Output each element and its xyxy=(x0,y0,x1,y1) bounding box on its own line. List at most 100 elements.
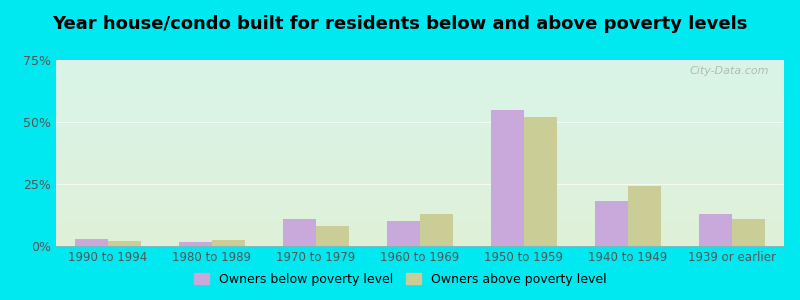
Bar xyxy=(56,111,784,112)
Bar xyxy=(56,183,784,184)
Bar xyxy=(212,240,246,246)
Bar xyxy=(56,152,784,153)
Bar xyxy=(56,192,784,193)
Bar xyxy=(56,119,784,120)
Bar xyxy=(56,216,784,217)
Bar xyxy=(56,71,784,72)
Bar xyxy=(56,155,784,156)
Bar xyxy=(56,205,784,206)
Bar xyxy=(56,173,784,174)
Bar xyxy=(56,235,784,236)
Bar xyxy=(56,144,784,145)
Bar xyxy=(56,185,784,186)
Bar xyxy=(56,66,784,67)
Bar xyxy=(56,106,784,107)
Bar xyxy=(56,135,784,136)
Bar xyxy=(56,129,784,130)
Bar xyxy=(56,188,784,189)
Bar xyxy=(56,116,784,117)
Bar xyxy=(56,145,784,146)
Bar xyxy=(56,239,784,240)
Bar xyxy=(56,90,784,91)
Bar xyxy=(56,203,784,204)
Bar xyxy=(56,74,784,75)
Bar xyxy=(74,238,108,246)
Bar xyxy=(56,210,784,211)
Bar xyxy=(282,219,316,246)
Bar xyxy=(56,93,784,94)
Bar xyxy=(56,232,784,233)
Bar xyxy=(56,113,784,114)
Bar xyxy=(56,121,784,122)
Bar xyxy=(56,68,784,69)
Bar xyxy=(56,124,784,125)
Bar xyxy=(56,140,784,141)
Bar xyxy=(56,233,784,234)
Bar xyxy=(56,172,784,173)
Bar xyxy=(56,196,784,197)
Bar xyxy=(56,223,784,224)
Bar xyxy=(56,149,784,150)
Bar xyxy=(56,120,784,121)
Bar xyxy=(594,201,628,246)
Bar xyxy=(316,226,350,246)
Bar xyxy=(56,123,784,124)
Bar xyxy=(56,236,784,237)
Bar xyxy=(56,237,784,238)
Bar xyxy=(56,84,784,85)
Bar xyxy=(56,198,784,199)
Bar xyxy=(56,218,784,219)
Bar xyxy=(178,242,212,246)
Bar xyxy=(56,165,784,166)
Bar xyxy=(56,81,784,82)
Bar xyxy=(56,117,784,118)
Bar xyxy=(56,80,784,81)
Bar xyxy=(56,147,784,148)
Bar xyxy=(56,162,784,163)
Bar xyxy=(56,143,784,144)
Bar xyxy=(56,67,784,68)
Text: Year house/condo built for residents below and above poverty levels: Year house/condo built for residents bel… xyxy=(52,15,748,33)
Bar xyxy=(56,72,784,73)
Bar xyxy=(56,208,784,209)
Bar xyxy=(56,170,784,171)
Bar xyxy=(56,75,784,76)
Bar xyxy=(56,215,784,216)
Bar xyxy=(56,85,784,86)
Bar xyxy=(56,69,784,70)
Bar xyxy=(524,117,558,246)
Bar xyxy=(56,186,784,187)
Bar xyxy=(56,136,784,137)
Bar xyxy=(56,141,784,142)
Bar xyxy=(386,221,420,246)
Bar xyxy=(56,160,784,161)
Bar xyxy=(56,206,784,207)
Bar xyxy=(56,122,784,123)
Bar xyxy=(56,158,784,159)
Bar xyxy=(56,217,784,218)
Bar xyxy=(56,177,784,178)
Bar xyxy=(56,101,784,102)
Bar xyxy=(56,178,784,179)
Bar xyxy=(56,224,784,225)
Bar xyxy=(56,187,784,188)
Bar xyxy=(108,241,142,246)
Bar xyxy=(56,221,784,222)
Bar xyxy=(56,213,784,214)
Bar xyxy=(56,199,784,200)
Bar xyxy=(56,227,784,228)
Bar xyxy=(698,214,732,246)
Bar xyxy=(56,65,784,66)
Bar xyxy=(56,195,784,196)
Bar xyxy=(56,88,784,89)
Bar xyxy=(56,98,784,99)
Bar xyxy=(56,219,784,220)
Bar xyxy=(56,128,784,129)
Bar xyxy=(56,103,784,104)
Bar xyxy=(56,184,784,185)
Bar xyxy=(56,241,784,242)
Bar xyxy=(56,87,784,88)
Bar xyxy=(56,209,784,210)
Bar xyxy=(56,142,784,143)
Bar xyxy=(56,231,784,232)
